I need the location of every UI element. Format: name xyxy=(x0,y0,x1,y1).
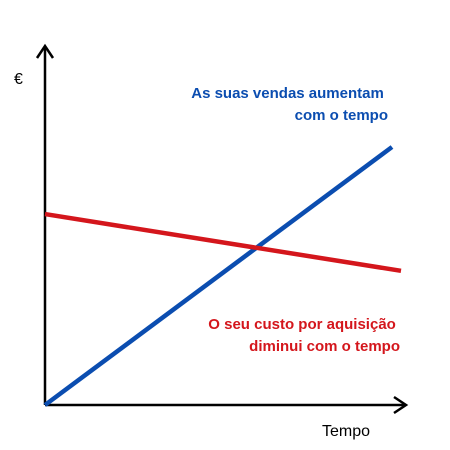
x-axis-arrow xyxy=(393,395,409,415)
annotation-sales: As suas vendas aumentam com o tempo xyxy=(191,85,388,124)
y-axis-label: € xyxy=(14,71,23,88)
x-axis-label: Tempo xyxy=(322,423,370,440)
annotation-cost-line-1: O seu custo por aquisição xyxy=(208,316,396,333)
annotation-sales-line-1: As suas vendas aumentam xyxy=(191,85,384,102)
annotation-sales-line-2: com o tempo xyxy=(295,107,388,124)
annotation-cost: O seu custo por aquisição diminui com o … xyxy=(208,316,400,355)
y-axis-arrow xyxy=(35,43,55,59)
series-line-cost xyxy=(44,211,402,274)
annotation-cost-line-2: diminui com o tempo xyxy=(249,338,400,355)
series-line-sales xyxy=(43,145,394,407)
